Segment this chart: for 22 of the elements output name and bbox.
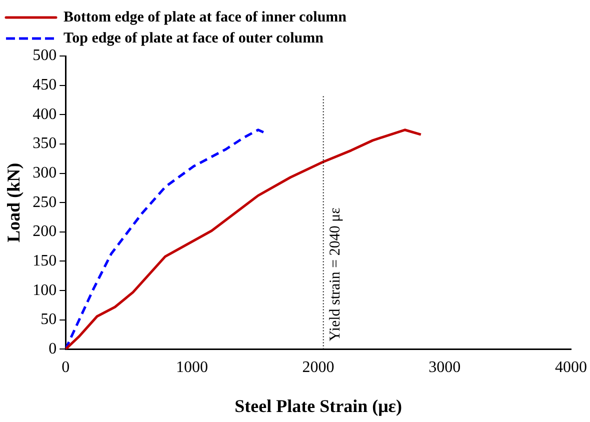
line-series — [66, 128, 265, 350]
y-axis-title: Load (kN) — [3, 162, 24, 242]
x-tick-label: 2000 — [302, 359, 334, 376]
y-tick-label: 200 — [32, 223, 57, 240]
legend-label: Top edge of plate at face of outer column — [64, 30, 324, 46]
x-tick-label: 1000 — [176, 359, 208, 376]
y-tick-label: 250 — [32, 194, 57, 211]
y-tick-label: 400 — [32, 106, 57, 123]
x-axis-title: Steel Plate Strain (με) — [234, 396, 402, 416]
y-tick-label: 150 — [32, 252, 57, 270]
x-tick-label: 3000 — [428, 359, 461, 376]
y-tick-label: 500 — [32, 47, 57, 64]
y-tick-label: 0 — [48, 340, 57, 358]
x-tick-label: 4000 — [555, 359, 587, 376]
y-tick-label: 350 — [32, 135, 57, 152]
ref-line-label: Yield strain = 2040 με — [327, 208, 344, 342]
legend-label: Bottom edge of plate at face of inner column — [64, 9, 348, 26]
y-tick-label: 450 — [32, 76, 57, 94]
y-tick-label: 100 — [32, 282, 57, 299]
x-tick-label: 0 — [62, 359, 70, 376]
y-tick-label: 50 — [40, 311, 57, 328]
y-tick-label: 300 — [32, 164, 57, 182]
